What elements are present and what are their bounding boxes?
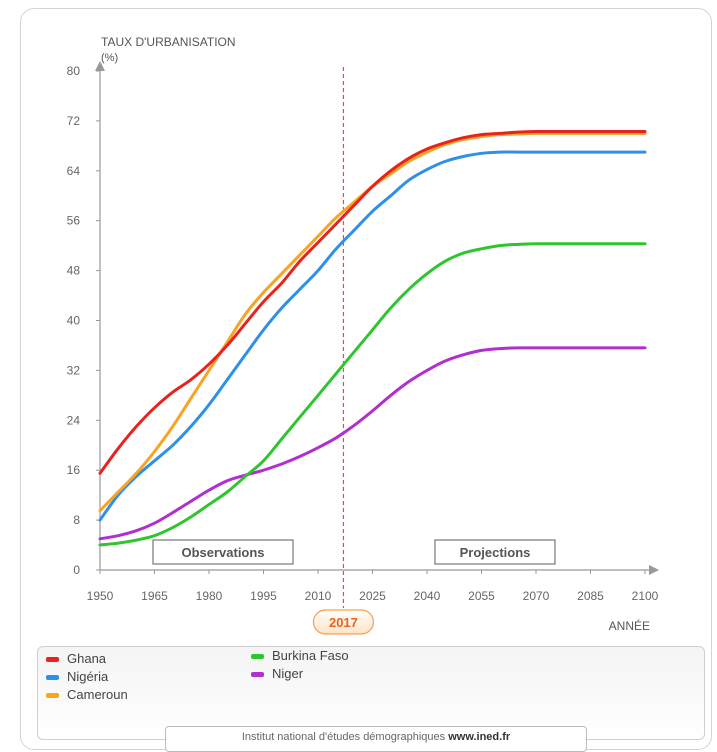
axes <box>95 61 659 575</box>
series-line-burkina-faso <box>98 242 647 547</box>
marker-label: 2017 <box>329 615 358 630</box>
source-credit: Institut national d'études démographique… <box>165 726 587 752</box>
y-tick-label: 24 <box>67 413 81 427</box>
y-tick-label: 80 <box>67 64 81 78</box>
x-tick-label: 2040 <box>414 589 441 603</box>
series-line-ghana <box>98 129 647 475</box>
legend-swatch <box>46 693 59 699</box>
y-tick-label: 32 <box>67 363 81 377</box>
series-line-cameroun <box>98 131 647 513</box>
region-labels: Observations Projections <box>152 539 556 565</box>
observations-label: Observations <box>181 545 264 560</box>
y-tick-label: 0 <box>73 563 80 577</box>
legend-swatch <box>46 657 59 663</box>
x-tick-label: 2055 <box>468 589 495 603</box>
y-axis-arrow <box>95 61 105 71</box>
series-lines <box>98 129 647 547</box>
marker-badge <box>312 609 375 635</box>
x-axis-arrow <box>649 565 659 575</box>
y-tick-label: 40 <box>67 314 81 328</box>
legend-swatch <box>251 654 264 660</box>
x-tick-label: 2025 <box>359 589 386 603</box>
series-line-niger <box>98 346 647 541</box>
axis-labels: TAUX D'URBANISATION (%) ANNÉE <box>101 35 650 633</box>
source-text: Institut national d'études démographique… <box>241 731 446 743</box>
x-tick-label: 1965 <box>141 589 168 603</box>
y-tick-label: 8 <box>73 513 80 527</box>
y-tick-label: 16 <box>67 463 81 477</box>
y-tick-label: 56 <box>67 214 81 228</box>
x-tick-label: 2085 <box>577 589 604 603</box>
x-tick-label: 1995 <box>250 589 277 603</box>
source-link[interactable]: www.ined.fr <box>448 731 511 743</box>
observations-box <box>152 539 294 565</box>
legend-label: Nigéria <box>67 669 109 684</box>
legend-item-burkina-faso[interactable]: Burkina Faso <box>251 648 349 663</box>
projections-box <box>434 539 556 565</box>
projections-label: Projections <box>460 545 531 560</box>
legend-swatch <box>46 675 59 681</box>
y-tick-label: 48 <box>67 264 81 278</box>
x-tick-label: 2100 <box>632 589 659 603</box>
y-tick-label: 64 <box>67 164 81 178</box>
legend-item-cameroun[interactable]: Cameroun <box>46 687 128 702</box>
tick-labels: 0 8 16 24 32 40 48 56 64 72 80 1950 1965 1980 1995 2010… <box>67 64 659 603</box>
x-tick-label: 1980 <box>196 589 223 603</box>
legend-swatch <box>251 672 264 678</box>
y-axis-title: TAUX D'URBANISATION <box>101 35 236 49</box>
legend-label: Cameroun <box>67 687 128 702</box>
legend-label: Niger <box>272 666 304 681</box>
legend-item-ghana[interactable]: Ghana <box>46 651 106 666</box>
x-tick-label: 2010 <box>305 589 332 603</box>
legend-item-nigeria[interactable]: Nigéria <box>46 669 108 684</box>
legend-item-niger[interactable]: Niger <box>251 666 303 681</box>
x-tick-label: 2070 <box>523 589 550 603</box>
x-tick-label: 1950 <box>87 589 114 603</box>
legend-label: Burkina Faso <box>272 648 349 663</box>
x-axis-title: ANNÉE <box>609 618 650 633</box>
year-marker: 2017 <box>312 67 375 635</box>
series-line-nig-ria <box>98 150 647 522</box>
y-tick-label: 72 <box>67 114 81 128</box>
y-axis-unit: (%) <box>101 52 118 64</box>
legend-label: Ghana <box>67 651 107 666</box>
